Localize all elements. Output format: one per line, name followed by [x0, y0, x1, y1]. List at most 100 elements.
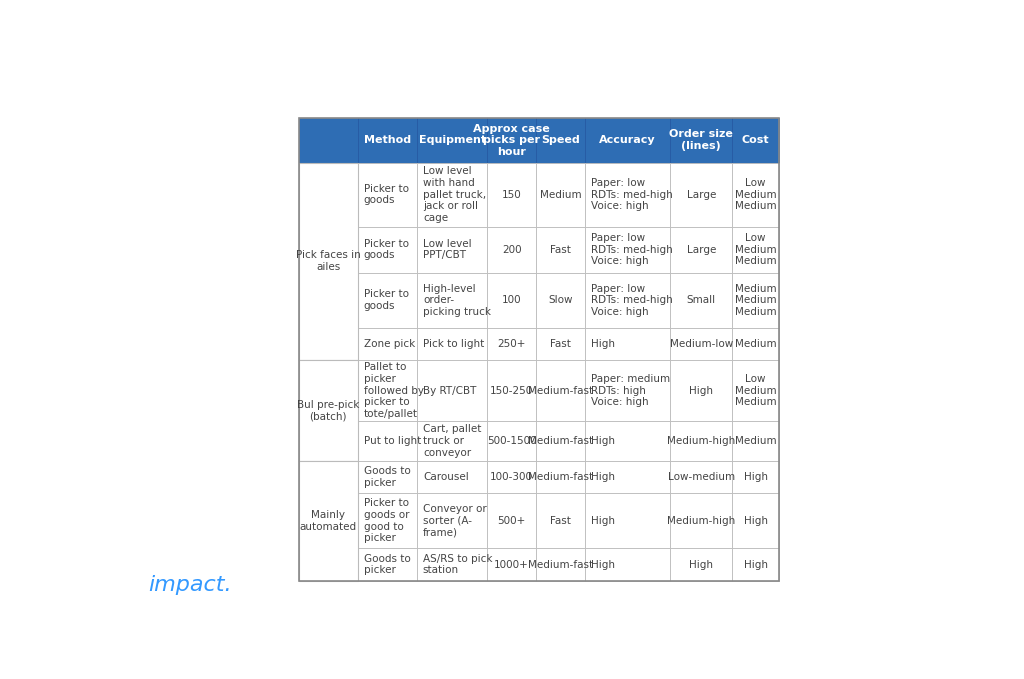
Bar: [732, 118, 779, 162]
Bar: [487, 360, 537, 421]
Bar: [732, 328, 779, 360]
Text: Zone pick: Zone pick: [364, 339, 415, 349]
Bar: [487, 118, 537, 162]
Text: Method: Method: [365, 135, 412, 145]
Text: 150: 150: [502, 189, 521, 200]
Bar: [418, 227, 487, 272]
Text: Bul pre-pick
(batch): Bul pre-pick (batch): [297, 400, 359, 421]
Bar: [299, 549, 358, 581]
Bar: [299, 118, 778, 581]
Text: Picker to
goods or
good to
picker: Picker to goods or good to picker: [364, 498, 409, 543]
Text: Medium
Medium
Medium: Medium Medium Medium: [734, 284, 776, 316]
Bar: [358, 162, 418, 227]
Bar: [585, 227, 671, 272]
Text: High: High: [743, 516, 768, 526]
Text: Medium: Medium: [734, 436, 776, 446]
Text: Low
Medium
Medium: Low Medium Medium: [734, 233, 776, 266]
Bar: [299, 118, 358, 162]
Bar: [585, 162, 671, 227]
Text: Low-medium: Low-medium: [668, 472, 735, 482]
Text: Fast: Fast: [550, 244, 571, 255]
Bar: [732, 162, 779, 227]
Bar: [299, 360, 358, 421]
Bar: [732, 494, 779, 549]
Text: Speed: Speed: [542, 135, 580, 145]
Text: Cost: Cost: [741, 135, 769, 145]
Text: High-level
order-
picking truck: High-level order- picking truck: [423, 284, 490, 316]
Text: Low
Medium
Medium: Low Medium Medium: [734, 178, 776, 211]
Text: Medium-fast: Medium-fast: [528, 559, 593, 570]
Text: Picker to
goods: Picker to goods: [364, 184, 409, 206]
Text: impact.: impact.: [147, 575, 231, 595]
Text: Medium-high: Medium-high: [668, 516, 735, 526]
Bar: [671, 421, 732, 461]
Bar: [671, 272, 732, 328]
Bar: [358, 118, 418, 162]
Bar: [585, 360, 671, 421]
Text: Medium-fast: Medium-fast: [528, 472, 593, 482]
Text: 150-250: 150-250: [489, 386, 534, 396]
Bar: [418, 421, 487, 461]
Text: Large: Large: [687, 244, 716, 255]
Text: Picker to
goods: Picker to goods: [364, 239, 409, 261]
Text: 1000+: 1000+: [495, 559, 529, 570]
Bar: [487, 461, 537, 494]
Text: Conveyor or
sorter (A-
frame): Conveyor or sorter (A- frame): [423, 504, 486, 538]
Bar: [537, 118, 585, 162]
Text: 250+: 250+: [498, 339, 525, 349]
Bar: [358, 272, 418, 328]
Text: Slow: Slow: [549, 295, 572, 305]
Bar: [299, 461, 358, 494]
Bar: [537, 328, 585, 360]
Text: Paper: low
RDTs: med-high
Voice: high: Paper: low RDTs: med-high Voice: high: [591, 233, 673, 266]
Text: High: High: [743, 472, 768, 482]
Bar: [418, 549, 487, 581]
Bar: [671, 118, 732, 162]
Bar: [671, 360, 732, 421]
Text: Mainly
automated: Mainly automated: [300, 510, 357, 532]
Bar: [537, 461, 585, 494]
Bar: [358, 494, 418, 549]
Bar: [585, 549, 671, 581]
Text: 100: 100: [502, 295, 521, 305]
Bar: [585, 328, 671, 360]
Text: Medium-fast: Medium-fast: [528, 436, 593, 446]
Bar: [732, 461, 779, 494]
Bar: [299, 360, 358, 461]
Bar: [537, 227, 585, 272]
Bar: [358, 328, 418, 360]
Bar: [487, 494, 537, 549]
Bar: [537, 421, 585, 461]
Bar: [418, 461, 487, 494]
Bar: [299, 461, 358, 581]
Text: 100-300: 100-300: [490, 472, 534, 482]
Bar: [537, 360, 585, 421]
Bar: [585, 272, 671, 328]
Bar: [537, 272, 585, 328]
Bar: [418, 360, 487, 421]
Text: Carousel: Carousel: [423, 472, 469, 482]
Bar: [487, 162, 537, 227]
Bar: [732, 227, 779, 272]
Bar: [299, 421, 358, 461]
Bar: [358, 461, 418, 494]
Bar: [487, 227, 537, 272]
Text: Pick faces in
ailes: Pick faces in ailes: [296, 251, 360, 272]
Bar: [671, 227, 732, 272]
Text: Accuracy: Accuracy: [599, 135, 656, 145]
Bar: [732, 272, 779, 328]
Bar: [299, 272, 358, 328]
Text: High: High: [689, 559, 714, 570]
Text: High: High: [591, 339, 614, 349]
Bar: [299, 227, 358, 272]
Bar: [418, 328, 487, 360]
Bar: [358, 421, 418, 461]
Text: Low level
with hand
pallet truck,
jack or roll
cage: Low level with hand pallet truck, jack o…: [423, 166, 486, 223]
Bar: [358, 549, 418, 581]
Bar: [358, 360, 418, 421]
Bar: [418, 162, 487, 227]
Text: Pick to light: Pick to light: [423, 339, 484, 349]
Text: Order size
(lines): Order size (lines): [670, 130, 733, 151]
Text: Medium-low: Medium-low: [670, 339, 733, 349]
Bar: [299, 494, 358, 549]
